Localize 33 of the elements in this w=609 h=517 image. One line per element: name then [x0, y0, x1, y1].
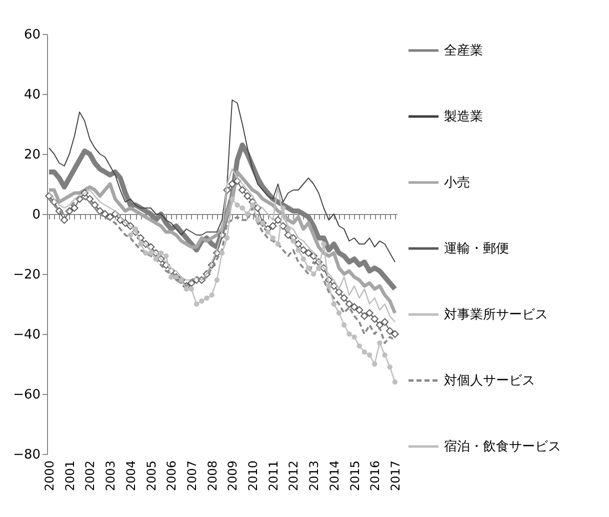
- x-tick-label: 2013: [307, 460, 322, 492]
- x-tick-label: 2011: [266, 460, 280, 492]
- legend-label: 小売: [444, 176, 470, 190]
- legend-label: 全産業: [444, 42, 483, 58]
- x-tick-label: 2008: [205, 460, 220, 492]
- x-tick-label: 2014: [327, 460, 342, 492]
- y-tick-label: 40: [24, 88, 40, 102]
- x-tick-label: 2007: [184, 460, 199, 492]
- y-tick-label: −80: [13, 448, 40, 462]
- x-tick-label: 2016: [368, 460, 382, 492]
- y-tick-label: 20: [24, 148, 40, 162]
- y-tick-label: −20: [13, 268, 40, 282]
- x-tick-label: 2000: [42, 460, 57, 492]
- x-tick-label: 2001: [62, 460, 77, 492]
- x-tick-label: 2012: [286, 460, 301, 492]
- legend-label: 対事業所サービス: [444, 306, 548, 322]
- legend-label: 運輸・郵便: [444, 242, 509, 256]
- x-tick-label: 2004: [124, 460, 138, 492]
- x-tick-label: 2015: [348, 460, 362, 492]
- y-tick-label: −40: [13, 328, 40, 342]
- x-tick-label: 2009: [226, 460, 240, 492]
- y-tick-label: 60: [24, 28, 40, 42]
- y-tick-label: 0: [32, 208, 40, 222]
- x-tick-label: 2005: [144, 460, 158, 492]
- legend-label: 宿泊・飲食サービス: [444, 438, 561, 454]
- legend-label: 製造業: [444, 110, 483, 124]
- x-tick-label: 2006: [164, 460, 179, 492]
- x-tick-label: 2003: [104, 460, 118, 492]
- y-tick-label: −60: [13, 388, 40, 402]
- x-tick-label: 2010: [246, 460, 260, 492]
- x-tick-label: 2002: [83, 460, 98, 492]
- x-tick-label: 2017: [388, 460, 402, 492]
- legend-label: 対個人サービス: [444, 372, 535, 388]
